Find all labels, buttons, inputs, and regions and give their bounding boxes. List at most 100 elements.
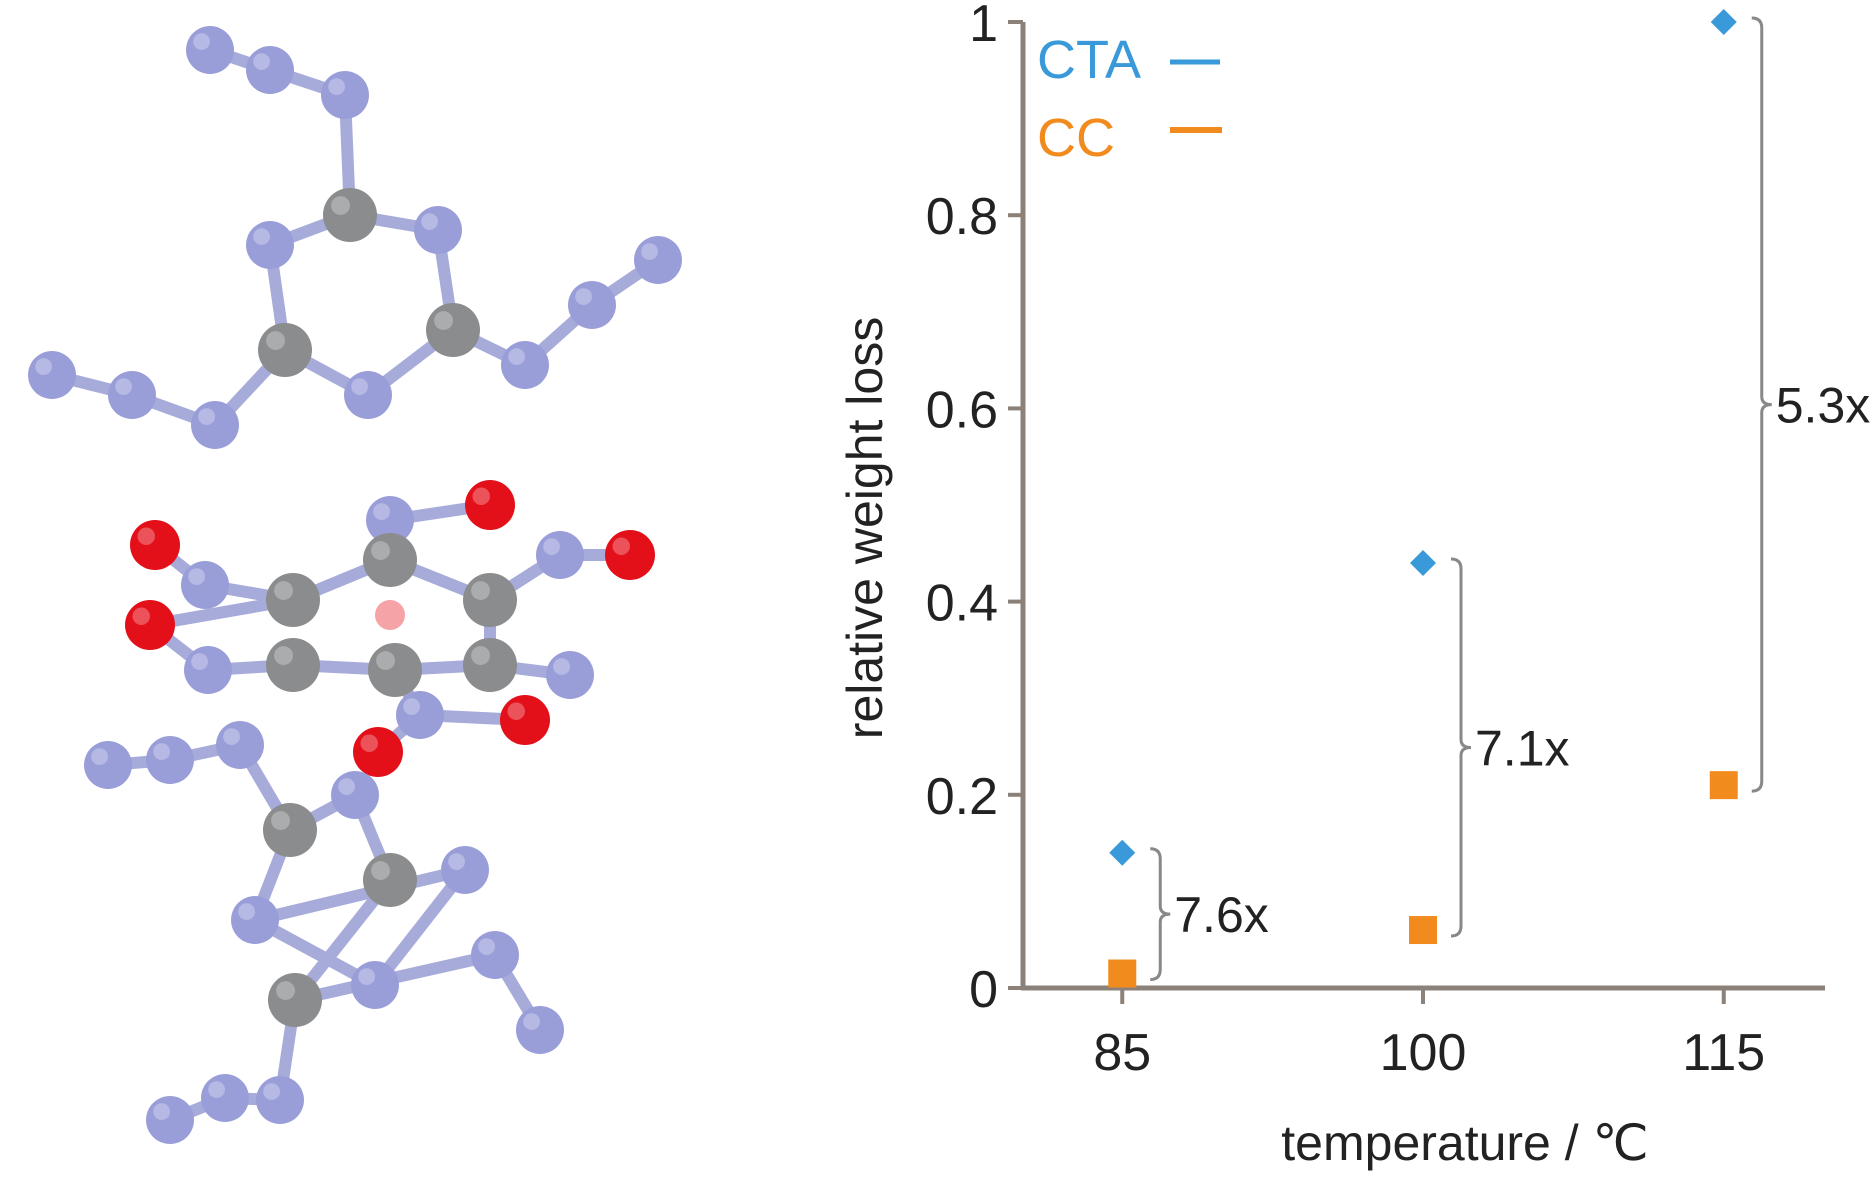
bond [249,864,471,926]
weight-loss-chart: 0 0.2 0.4 0.6 0.8 1 85 100 115 relative weight … [837,0,1870,1171]
carbon-atom [463,573,517,627]
x-ticks: 85 100 115 [1093,988,1765,1082]
legend: CTA CC [1037,30,1222,168]
atom-highlight [376,651,395,670]
atom-highlight [263,1083,280,1100]
nitrogen-atom [246,221,294,269]
nitrogen-atom [146,736,194,784]
nitrogen-atom [366,496,414,544]
carbon-atom [258,323,312,377]
atom-highlight [193,33,211,50]
carbon-atom [363,853,417,907]
atom-highlight [471,646,490,665]
nitrogen-atom [84,741,132,789]
carbon-atom [426,303,480,357]
nitrogen-atom [231,896,279,944]
ring-center-marker [375,600,405,630]
nitrogen-atom [331,771,379,819]
legend-label-cta: CTA [1037,30,1141,90]
oxygen-atom [130,520,180,570]
nitrogen-atom [344,371,392,419]
atom-highlight [238,903,256,920]
y-tick-label: 0.6 [926,381,998,439]
atom-highlight [523,1013,540,1030]
atom-highlight [191,653,209,670]
atom-highlight [612,537,630,555]
oxygen-atom [605,530,655,580]
nitrogen-atom [351,961,399,1009]
oxygen-atom [353,727,403,777]
y-tick-label: 0.4 [926,575,998,633]
carbon-atom [268,973,322,1027]
atom-highlight [331,196,350,215]
carbon-atom [323,188,377,242]
nitrogen-atom [321,71,369,119]
nitrogen-atom [516,1006,564,1054]
atom-highlight [448,853,465,870]
ratio-bracket [1751,16,1772,793]
atom-highlight [508,348,525,365]
x-tick-label: 100 [1380,1024,1467,1082]
atom-highlight [641,243,658,260]
x-tick-label: 115 [1682,1024,1765,1082]
y-tick-label: 0 [969,961,998,1019]
nitrogen-atom [184,646,232,694]
atom-highlight [507,702,525,720]
nitrogen-atom [396,691,444,739]
atom-highlight [553,658,570,675]
carbon-atom [363,533,417,587]
atom-highlight [371,541,390,560]
atom-highlight [274,646,293,665]
nitrogen-atom [191,401,239,449]
y-tick-label: 0.2 [926,768,998,826]
y-axis-label: relative weight loss [837,317,893,739]
ratio-bracket [1450,557,1472,938]
ratio-label: 5.3x [1776,378,1870,434]
y-tick-label: 1 [969,0,998,53]
x-tick-label: 85 [1093,1024,1151,1082]
atom-highlight [276,981,295,1000]
atom-highlight [358,968,375,985]
nitrogen-atom [216,721,264,769]
carbon-atom [266,638,320,692]
atom-highlight [137,527,155,545]
atom-highlight [360,734,378,752]
carbon-atom [266,573,320,627]
atom-highlight [338,778,355,795]
y-tick-label: 0.8 [926,188,998,246]
x-axis-label: temperature / ℃ [1281,1115,1648,1171]
atom-highlight [403,698,420,715]
oxygen-atom [500,695,550,745]
atom-highlight [421,213,438,231]
cta-point [1109,839,1136,866]
nitrogen-atom [441,846,489,894]
carbon-atom [368,643,422,697]
nitrogen-atom [108,371,156,419]
legend-label-cc: CC [1037,108,1115,168]
nitrogen-atom [146,1096,194,1144]
nitrogen-atom [181,561,229,609]
cc-point [1409,916,1437,945]
atom-highlight [253,53,270,70]
nitrogen-atom [256,1076,304,1124]
ratio-label: 7.6x [1174,887,1269,943]
data-marks [1108,9,1738,988]
atom-highlight [91,748,108,765]
bond [369,864,471,991]
nitrogen-atom [186,26,234,74]
atom-highlight [274,581,293,600]
atom-highlight [208,1081,226,1098]
atom-highlight [351,378,368,395]
nitrogen-atom [634,236,682,284]
atom-highlight [543,538,560,555]
atom-highlight [478,938,495,955]
atom-highlight [471,581,490,600]
cta-point [1410,549,1436,576]
nitrogen-atom [414,206,462,254]
oxygen-atom [465,480,515,530]
atom-highlight [35,358,52,375]
atom-highlight [153,743,171,760]
ratio-bracket [1150,847,1171,982]
atom-highlight [223,728,241,745]
